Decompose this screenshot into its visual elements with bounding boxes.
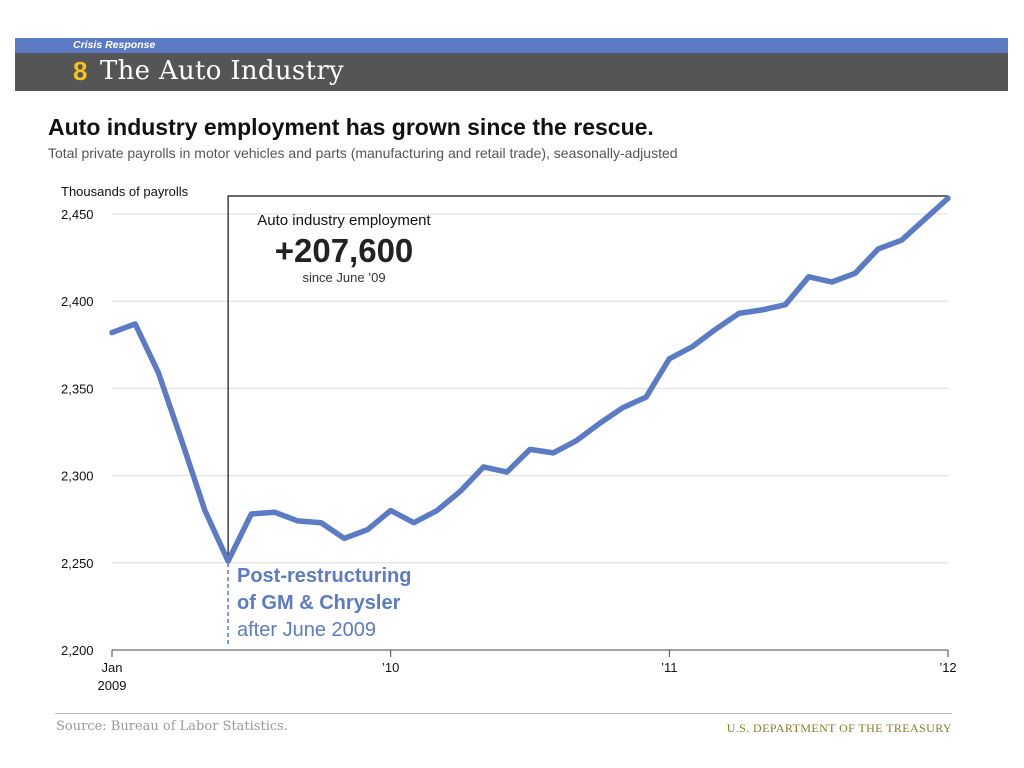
section-label: Crisis Response [73, 39, 156, 51]
x-tick-label: 2009 [98, 678, 127, 693]
chart-subtitle: Total private payrolls in motor vehicles… [48, 145, 678, 161]
grid-lines [112, 213, 948, 564]
y-tick-label: 2,350 [61, 381, 94, 396]
callout-box: Auto industry employment +207,600 since … [227, 195, 949, 562]
callout-value: +207,600 [275, 232, 414, 269]
title-band: 8 The Auto Industry [15, 53, 1008, 91]
x-tick-label: ’10 [382, 660, 399, 675]
y-tick-label: 2,450 [61, 207, 94, 222]
section-band: Crisis Response [15, 38, 1008, 53]
x-tick-label: ’11 [661, 660, 677, 675]
footer-divider [55, 713, 952, 714]
section-title: The Auto Industry [100, 56, 345, 86]
annotation-line1: Post-restructuring [237, 565, 411, 587]
y-tick-label: 2,300 [61, 469, 94, 484]
series-line [109, 195, 951, 564]
section-number: 8 [73, 56, 88, 86]
annotation-line2: of GM & Chrysler [237, 592, 401, 614]
callout-label: Auto industry employment [257, 212, 431, 229]
series-group [109, 195, 951, 564]
x-axis: Jan 2009 ’10 ’11 ’12 [98, 649, 957, 693]
agency-name: U.S. DEPARTMENT OF THE TREASURY [726, 721, 952, 735]
annotation-line3: after June 2009 [237, 619, 376, 641]
chart-title: Auto industry employment has grown since… [48, 114, 654, 140]
y-tick-label: 2,200 [61, 643, 94, 658]
callout-since: since June ’09 [302, 270, 385, 285]
line-chart: 2,200 2,250 2,300 2,350 2,400 2,450 Jan 2009 ’1… [61, 184, 957, 693]
source-note: Source: Bureau of Labor Statistics. [56, 719, 288, 734]
y-axis-label: Thousands of payrolls [61, 184, 189, 199]
y-tick-label: 2,250 [61, 556, 94, 571]
y-tick-label: 2,400 [61, 294, 94, 309]
x-tick-label: Jan [102, 660, 123, 675]
y-axis-ticks: 2,200 2,250 2,300 2,350 2,400 2,450 [61, 207, 94, 658]
x-tick-label: ’12 [939, 660, 956, 675]
